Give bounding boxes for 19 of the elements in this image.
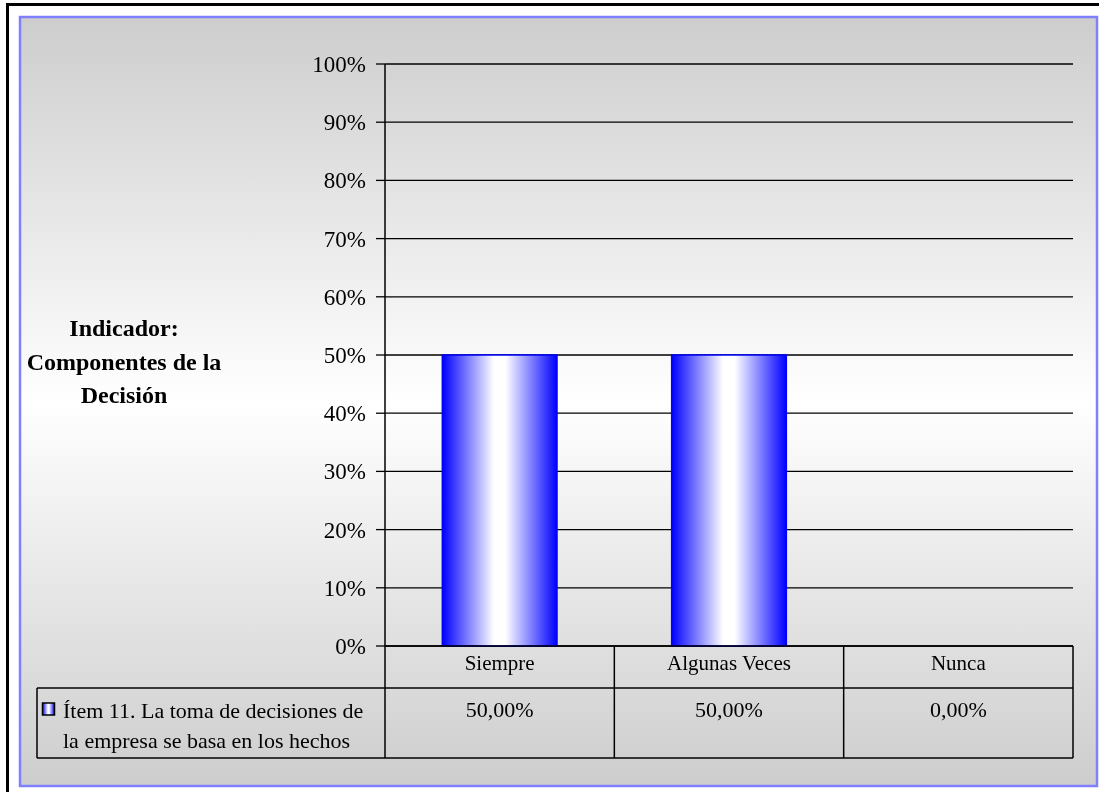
data-label: 50,00% bbox=[695, 697, 763, 722]
legend-label: Ítem 11. La toma de decisiones de la empresa se basa en los hechos bbox=[63, 698, 364, 753]
text: Indicador: Componentes de la Decisión bbox=[26, 315, 222, 408]
data-label: 0,00% bbox=[929, 697, 987, 722]
y-tick-label: 80% bbox=[323, 168, 366, 194]
y-tick-label: 50% bbox=[323, 343, 366, 369]
y-tick-label: 100% bbox=[312, 52, 366, 78]
y-tick-label: 90% bbox=[323, 110, 366, 136]
x-tick-label: Nunca bbox=[930, 651, 987, 675]
y-tick-label: 60% bbox=[323, 284, 366, 310]
x-tick-label: Siempre bbox=[464, 651, 535, 675]
y-tick-label: 40% bbox=[323, 401, 366, 427]
y-tick-label: 70% bbox=[323, 226, 366, 252]
x-tick-label: Algunas Veces bbox=[667, 651, 791, 675]
data-label: 50,00% bbox=[465, 697, 534, 722]
y-tick-label: 0% bbox=[335, 634, 366, 660]
y-tick-label: 10% bbox=[323, 575, 366, 601]
y-tick-label: 20% bbox=[323, 517, 366, 543]
y-tick-label: 30% bbox=[323, 459, 366, 485]
